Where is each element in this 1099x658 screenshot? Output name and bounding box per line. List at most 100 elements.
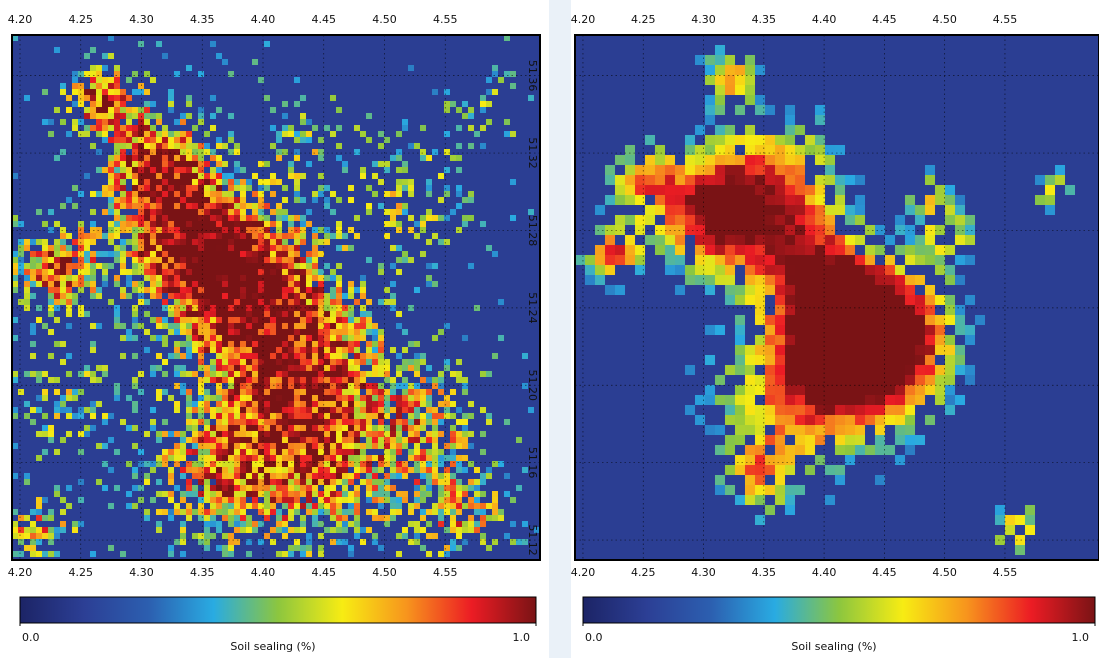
raster-cell (204, 431, 210, 437)
raster-cell (276, 515, 282, 521)
raster-cell (162, 137, 168, 143)
raster-cell (408, 413, 414, 419)
raster-cell (180, 233, 186, 239)
raster-cell (180, 167, 186, 173)
raster-cell (294, 431, 300, 437)
raster-cell (240, 515, 246, 521)
raster-cell (174, 299, 180, 305)
raster-cell (685, 165, 695, 175)
raster-cell (186, 215, 192, 221)
raster-cell (276, 461, 282, 467)
raster-cell (174, 173, 180, 179)
raster-cell (90, 83, 96, 89)
raster-cell (366, 413, 372, 419)
raster-cell (210, 149, 216, 155)
raster-cell (875, 385, 885, 395)
raster-cell (715, 215, 725, 225)
raster-cell (330, 443, 336, 449)
raster-cell (288, 467, 294, 473)
raster-cell (390, 383, 396, 389)
raster-cell (895, 265, 905, 275)
raster-cell (342, 407, 348, 413)
raster-cell (468, 401, 474, 407)
raster-cell (174, 509, 180, 515)
raster-cell (396, 437, 402, 443)
raster-cell (775, 285, 785, 295)
raster-cell (366, 419, 372, 425)
raster-cell (775, 235, 785, 245)
raster-cell (162, 461, 168, 467)
raster-cell (72, 101, 78, 107)
raster-cell (168, 155, 174, 161)
raster-cell (222, 173, 228, 179)
raster-cell (865, 265, 875, 275)
raster-cell (372, 479, 378, 485)
raster-cell (282, 437, 288, 443)
raster-cell (312, 473, 318, 479)
raster-cell (234, 149, 240, 155)
raster-cell (324, 185, 330, 191)
raster-cell (270, 389, 276, 395)
raster-cell (30, 341, 36, 347)
raster-cell (336, 413, 342, 419)
raster-cell (735, 295, 745, 305)
raster-cell (132, 269, 138, 275)
raster-cell (480, 533, 486, 539)
raster-cell (198, 365, 204, 371)
raster-cell (150, 425, 156, 431)
raster-cell (180, 449, 186, 455)
raster-cell (144, 311, 150, 317)
raster-cell (330, 389, 336, 395)
raster-cell (765, 135, 775, 145)
raster-cell (372, 473, 378, 479)
raster-cell (312, 233, 318, 239)
raster-cell (300, 419, 306, 425)
raster-cell (342, 377, 348, 383)
raster-cell (156, 137, 162, 143)
raster-cell (965, 255, 975, 265)
raster-cell (462, 215, 468, 221)
raster-cell (144, 173, 150, 179)
raster-cell (330, 275, 336, 281)
raster-cell (282, 149, 288, 155)
raster-cell (360, 479, 366, 485)
raster-cell (282, 101, 288, 107)
raster-cell (342, 365, 348, 371)
raster-cell (655, 185, 665, 195)
raster-cell (318, 323, 324, 329)
raster-cell (895, 375, 905, 385)
raster-cell (408, 431, 414, 437)
raster-cell (432, 533, 438, 539)
raster-cell (210, 425, 216, 431)
raster-cell (300, 401, 306, 407)
raster-cell (102, 461, 108, 467)
raster-cell (795, 195, 805, 205)
raster-cell (402, 167, 408, 173)
raster-cell (180, 227, 186, 233)
raster-cell (875, 225, 885, 235)
raster-cell (216, 497, 222, 503)
raster-cell (438, 497, 444, 503)
raster-cell (162, 239, 168, 245)
raster-cell (270, 437, 276, 443)
raster-cell (204, 443, 210, 449)
raster-cell (300, 275, 306, 281)
raster-cell (138, 149, 144, 155)
raster-cell (240, 377, 246, 383)
raster-cell (366, 137, 372, 143)
raster-cell (66, 503, 72, 509)
raster-cell (420, 389, 426, 395)
raster-cell (835, 375, 845, 385)
raster-cell (204, 371, 210, 377)
colorbar-label: Soil sealing (%) (791, 640, 876, 653)
raster-cell (855, 205, 865, 215)
raster-cell (306, 485, 312, 491)
raster-cell (108, 263, 114, 269)
raster-cell (480, 473, 486, 479)
raster-cell (825, 145, 835, 155)
raster-cell (276, 281, 282, 287)
raster-cell (198, 437, 204, 443)
raster-cell (186, 293, 192, 299)
raster-cell (348, 281, 354, 287)
raster-cell (234, 281, 240, 287)
